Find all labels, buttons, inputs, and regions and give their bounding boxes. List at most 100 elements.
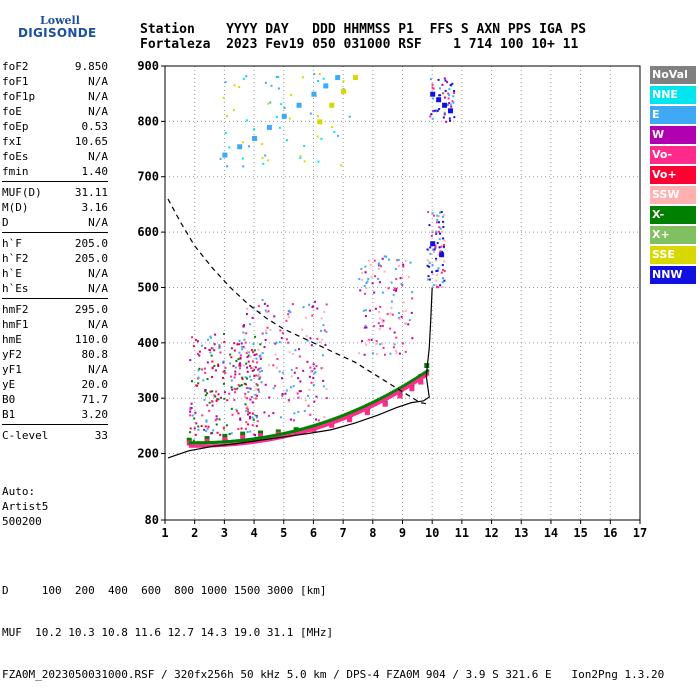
- echo-point: [263, 346, 266, 349]
- echo-point: [249, 387, 252, 390]
- echo-point: [435, 230, 438, 233]
- echo-point: [295, 367, 298, 370]
- param-key: foF1: [2, 75, 29, 88]
- echo-point: [217, 363, 220, 366]
- echo-point: [247, 408, 250, 411]
- trace-point: [222, 433, 228, 439]
- echo-point: [309, 112, 312, 115]
- echo-point: [320, 137, 323, 140]
- echo-point: [238, 85, 241, 88]
- echo-point: [247, 387, 250, 390]
- echo-point: [309, 370, 312, 373]
- echo-point: [211, 347, 214, 350]
- echo-point: [189, 408, 192, 411]
- echo-point: [377, 322, 380, 325]
- lowell-digisonde-logo: Lowell DIGISONDE: [4, 4, 96, 44]
- echo-point: [383, 255, 386, 258]
- echo-point: [438, 238, 441, 241]
- echo-point: [426, 264, 429, 267]
- trace-point: [222, 437, 228, 443]
- echo-point: [255, 416, 258, 419]
- echo-point: [245, 427, 248, 430]
- echo-point: [275, 366, 278, 369]
- echo-point: [316, 337, 319, 340]
- echo-point: [245, 351, 248, 354]
- echo-point: [309, 366, 312, 369]
- echo-point: [437, 254, 440, 257]
- echo-point: [211, 404, 214, 407]
- echo-point: [259, 376, 262, 379]
- param-value: N/A: [88, 282, 108, 295]
- echo-point: [443, 279, 446, 282]
- echo-point: [443, 113, 446, 116]
- trace-point: [258, 433, 263, 439]
- echo-point: [439, 227, 442, 230]
- echo-point: [275, 76, 278, 79]
- echo-point: [440, 271, 443, 274]
- echo-point: [234, 366, 237, 369]
- legend-item: Vo-: [650, 146, 696, 164]
- param-row: yE 20.0: [2, 377, 108, 392]
- echo-point: [288, 351, 291, 354]
- echo-point: [253, 374, 256, 377]
- echo-point: [322, 77, 325, 80]
- echo-point: [401, 276, 404, 279]
- echo-point: [395, 349, 398, 352]
- echo-point: [437, 267, 440, 270]
- parameter-panel: foF2 9.850 foF1 N/A foF1p N/A foE N/A foEp 0.53 fx…: [2, 59, 108, 443]
- echo-point: [378, 310, 381, 313]
- echo-point: [373, 291, 376, 294]
- echo-point: [290, 368, 293, 371]
- echo-point: [313, 367, 316, 370]
- param-value: 3.20: [81, 408, 109, 421]
- echo-point: [299, 380, 302, 383]
- file-info-row: FZA0M_2023050031000.RSF / 320fx256h 50 k…: [2, 668, 665, 681]
- param-value: N/A: [88, 216, 108, 229]
- param-row: foF1p N/A: [2, 89, 108, 104]
- echo-point: [194, 433, 197, 436]
- echo-point: [210, 354, 213, 357]
- echo-point: [230, 356, 233, 359]
- echo-point: [290, 375, 293, 378]
- echo-point: [219, 433, 222, 436]
- echo-point: [264, 338, 267, 341]
- param-row: MUF(D) 31.11: [2, 185, 108, 200]
- echo-point: [267, 102, 270, 105]
- param-value: 205.0: [74, 237, 108, 250]
- trace-point: [341, 88, 347, 94]
- echo-point: [230, 375, 233, 378]
- echo-point: [436, 109, 439, 112]
- echo-point: [446, 81, 449, 84]
- echo-point: [375, 340, 378, 343]
- echo-point: [442, 245, 445, 248]
- echo-point: [214, 395, 217, 398]
- echo-point: [211, 360, 214, 363]
- echo-point: [365, 343, 368, 346]
- echo-point: [428, 278, 431, 281]
- param-separator: [2, 424, 108, 425]
- echo-point: [393, 343, 396, 346]
- param-value: N/A: [88, 75, 108, 88]
- echo-point: [233, 387, 236, 390]
- echo-point: [213, 349, 216, 352]
- echo-point: [243, 364, 246, 367]
- echo-point: [255, 357, 258, 360]
- echo-point: [441, 230, 444, 233]
- echo-point: [313, 400, 316, 403]
- echo-point: [255, 415, 258, 418]
- trace-point: [353, 75, 358, 81]
- echo-point: [452, 92, 455, 95]
- echo-point: [434, 231, 437, 234]
- echo-point: [443, 77, 446, 80]
- echo-point: [246, 366, 249, 369]
- echo-point: [257, 348, 260, 351]
- x-tick-label: 10: [425, 526, 439, 540]
- echo-point: [238, 339, 241, 342]
- echo-point: [192, 345, 195, 348]
- echo-point: [242, 165, 245, 168]
- echo-point: [217, 393, 220, 396]
- param-value: N/A: [88, 363, 108, 376]
- echo-point: [230, 432, 233, 435]
- echo-point: [451, 82, 454, 85]
- echo-point: [285, 389, 288, 392]
